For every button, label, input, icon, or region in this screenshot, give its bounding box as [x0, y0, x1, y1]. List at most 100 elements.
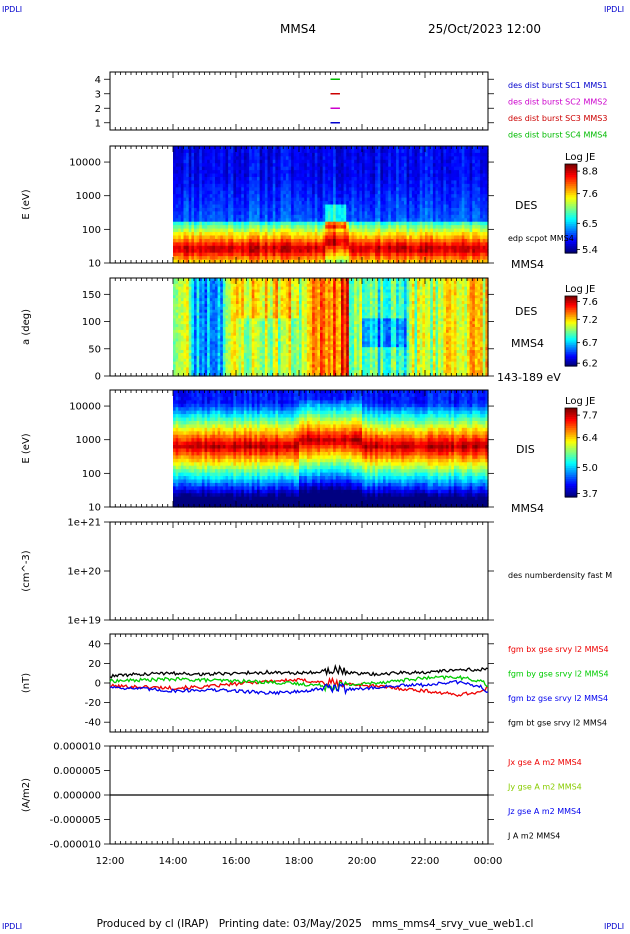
- des_energy-spectrogram-cell: [233, 235, 237, 240]
- des_energy-spectrogram-cell: [259, 173, 263, 178]
- des_energy-spectrogram-cell: [204, 183, 208, 188]
- burst-legend-entry: des dist burst SC1 MMS1: [508, 81, 607, 90]
- des_energy-spectrogram-cell: [180, 225, 185, 230]
- des_energy-spectrogram-cell: [186, 176, 190, 182]
- des_energy-spectrogram-cell: [207, 211, 211, 216]
- des_energy-spectrogram-cell: [209, 235, 213, 240]
- des_energy-spectrogram-cell: [188, 211, 192, 216]
- des_energy-spectrogram-cell: [220, 166, 224, 171]
- des_energy-spectrogram-cell: [233, 197, 237, 202]
- des_energy-spectrogram-cell: [228, 194, 232, 199]
- des_energy-spectrogram-cell: [212, 180, 216, 185]
- des_energy-spectrogram-cell: [238, 256, 242, 261]
- des_energy-spectrogram-cell: [236, 238, 240, 243]
- des_energy-spectrogram-cell: [272, 252, 276, 257]
- des_energy-spectrogram-cell: [283, 218, 287, 223]
- des_energy-spectrogram-cell: [262, 242, 266, 247]
- des_energy-spectrogram-cell: [251, 176, 255, 182]
- des_energy-spectrogram-cell: [291, 166, 295, 171]
- des_energy-spectrogram-cell: [299, 152, 303, 157]
- des_energy-spectrogram-cell: [212, 146, 216, 151]
- des_energy-spectrogram-cell: [217, 259, 221, 264]
- des_energy-spectrogram-cell: [251, 218, 255, 223]
- des_energy-spectrogram-cell: [285, 190, 290, 195]
- des_energy-spectrogram-cell: [230, 207, 234, 212]
- des_energy-spectrogram-cell: [196, 245, 200, 250]
- des_energy-spectrogram-cell: [230, 259, 234, 264]
- des_energy-spectrogram-cell: [278, 225, 282, 230]
- des_energy-spectrogram-cell: [251, 225, 255, 230]
- des_energy-spectrogram-cell: [262, 176, 266, 182]
- des_energy-spectrogram-cell: [194, 225, 198, 230]
- des_energy-spectrogram-cell: [293, 166, 297, 171]
- des_energy-spectrogram-cell: [259, 201, 263, 206]
- des_energy-spectrogram-cell: [225, 252, 229, 257]
- des_energy-spectrogram-cell: [270, 238, 274, 243]
- des_energy-spectrogram-cell: [278, 152, 282, 157]
- des_energy-spectrogram-cell: [249, 207, 253, 212]
- des_energy-spectrogram-cell: [199, 211, 203, 216]
- des_energy-spectrogram-cell: [188, 146, 192, 151]
- des_energy-spectrogram-cell: [262, 218, 266, 223]
- des_energy-spectrogram-cell: [178, 173, 182, 178]
- des_energy-spectrogram-cell: [275, 201, 279, 206]
- des_energy-spectrogram-cell: [196, 173, 200, 178]
- des_energy-spectrogram-cell: [241, 197, 245, 202]
- des_energy-spectrogram-cell: [257, 170, 261, 175]
- des_energy-spectrogram-cell: [270, 252, 274, 257]
- des_energy-spectrogram-cell: [209, 190, 213, 195]
- des_energy-spectrogram-cell: [173, 207, 177, 212]
- des_energy-spectrogram-cell: [296, 156, 300, 161]
- des_energy-spectrogram-cell: [222, 183, 227, 188]
- des_energy-spectrogram-cell: [225, 221, 229, 226]
- des_energy-spectrogram-cell: [173, 221, 177, 226]
- des_energy-spectrogram-cell: [209, 232, 213, 237]
- des_energy-spectrogram-cell: [270, 249, 274, 254]
- des_energy-spectrogram-cell: [188, 183, 192, 188]
- des_energy-spectrogram-cell: [194, 173, 198, 178]
- des_energy-spectrogram-cell: [272, 173, 276, 178]
- des_energy-spectrogram-cell: [212, 173, 216, 178]
- des_energy-spectrogram-cell: [186, 149, 190, 154]
- des_energy-spectrogram-cell: [222, 159, 227, 164]
- des_energy-spectrogram-cell: [207, 159, 211, 164]
- des_energy-spectrogram-cell: [249, 163, 253, 168]
- des_energy-spectrogram-cell: [207, 201, 211, 206]
- des_energy-spectrogram-cell: [241, 149, 245, 154]
- des_energy-spectrogram-cell: [230, 166, 234, 171]
- des_energy-spectrogram-cell: [199, 214, 203, 219]
- des_energy-spectrogram-cell: [191, 242, 195, 247]
- des_energy-spectrogram-cell: [270, 201, 274, 206]
- des_energy-spectrogram-cell: [194, 228, 198, 233]
- des_energy-spectrogram-cell: [272, 149, 276, 154]
- des_energy-spectrogram-cell: [236, 163, 240, 168]
- des_energy-spectrogram-cell: [201, 170, 206, 175]
- des_energy-spectrogram-cell: [212, 201, 216, 206]
- des_energy-spectrogram-cell: [264, 187, 269, 192]
- des_energy-spectrogram-cell: [275, 166, 279, 171]
- des_energy-spectrogram-cell: [220, 245, 224, 250]
- des_energy-spectrogram-cell: [233, 190, 237, 195]
- des_energy-spectrogram-cell: [188, 218, 192, 223]
- des_energy-spectrogram-cell: [233, 214, 237, 219]
- des_energy-spectrogram-cell: [278, 159, 282, 164]
- des_energy-spectrogram-cell: [199, 242, 203, 247]
- des_energy-spectrogram-cell: [280, 214, 284, 219]
- des_energy-spectrogram-cell: [275, 259, 279, 264]
- des_energy-spectrogram-cell: [212, 176, 216, 182]
- des_energy-spectrogram-cell: [207, 228, 211, 233]
- des_energy-spectrogram-cell: [196, 221, 200, 226]
- des_energy-spectrogram-cell: [283, 214, 287, 219]
- des_energy-spectrogram-cell: [272, 159, 276, 164]
- des_energy-spectrogram-cell: [209, 214, 213, 219]
- des_energy-spectrogram-cell: [199, 170, 203, 175]
- des_energy-spectrogram-cell: [278, 163, 282, 168]
- des_energy-spectrogram-cell: [188, 221, 192, 226]
- des_energy-spectrogram-cell: [188, 235, 192, 240]
- des_energy-spectrogram-cell: [275, 173, 279, 178]
- des_energy-spectrogram-cell: [285, 235, 290, 240]
- des_energy-spectrogram-cell: [280, 232, 284, 237]
- des_energy-spectrogram-cell: [194, 259, 198, 264]
- des_energy-spectrogram-cell: [254, 187, 258, 192]
- des_energy-spectrogram-cell: [299, 159, 303, 164]
